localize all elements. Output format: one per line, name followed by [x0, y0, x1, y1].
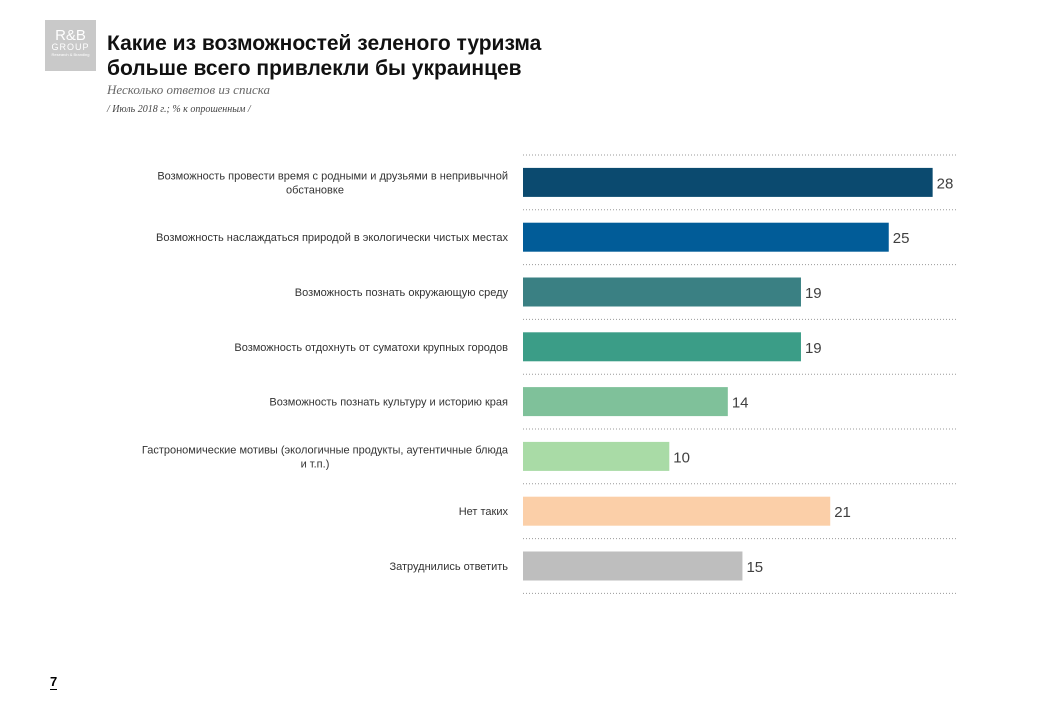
category-label: Возможность познать окружающую среду — [295, 287, 509, 299]
bar — [523, 387, 728, 417]
bar — [523, 222, 889, 252]
title-line-1: Какие из возможностей зеленого туризма — [107, 32, 542, 55]
data-label: 25 — [893, 230, 910, 247]
survey-note: / Июль 2018 г.; % к опрошенным / — [107, 104, 251, 115]
data-label: 14 — [732, 395, 749, 412]
page-number: 7 — [50, 674, 58, 690]
category-label: Возможность отдохнуть от суматохи крупны… — [234, 342, 508, 354]
data-label: 15 — [746, 559, 763, 576]
bar — [523, 332, 801, 362]
title-line-2: больше всего привлекли бы украинцев — [107, 57, 522, 80]
bar — [523, 441, 670, 471]
data-label: 10 — [673, 449, 690, 466]
category-label: Возможность наслаждаться природой в экол… — [156, 232, 509, 244]
category-label: Возможность провести время с родными и д… — [157, 170, 508, 182]
category-label: Затруднились ответить — [389, 561, 508, 573]
logo-line-2: GROUP — [51, 42, 90, 52]
data-label: 19 — [805, 285, 822, 302]
logo-line-1: R&B — [55, 27, 86, 44]
data-label: 28 — [937, 175, 954, 192]
category-label: Нет таких — [459, 506, 509, 518]
category-label: и т.п.) — [301, 458, 330, 470]
bar — [523, 167, 933, 197]
bar — [523, 277, 801, 307]
subtitle: Несколько ответов из списка — [107, 82, 270, 97]
page-title: Какие из возможностей зеленого туризма б… — [107, 31, 667, 81]
data-label: 21 — [834, 504, 851, 521]
category-label: Возможность познать культуру и историю к… — [269, 397, 508, 409]
category-label: обстановке — [286, 184, 344, 196]
logo: R&B GROUP Research & Branding — [45, 20, 96, 71]
category-label: Гастрономические мотивы (экологичные про… — [142, 444, 509, 456]
bar — [523, 551, 743, 581]
data-label: 19 — [805, 340, 822, 357]
logo-line-3: Research & Branding — [51, 52, 90, 57]
bar — [523, 496, 831, 526]
